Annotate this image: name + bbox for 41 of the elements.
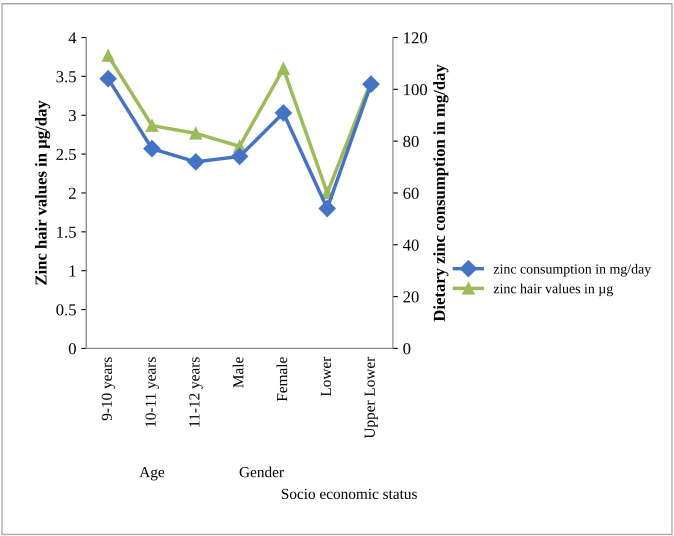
- y-tick-label: 3.5: [56, 71, 76, 82]
- x-tick-label: Male: [232, 357, 244, 388]
- point: [274, 104, 292, 122]
- text: Gender: [240, 466, 284, 478]
- point: [102, 49, 114, 62]
- x-tick-label: 9-10 years: [102, 357, 116, 420]
- x-tick-label: 11-12 years: [189, 357, 203, 427]
- point: [100, 70, 117, 88]
- point: [318, 200, 336, 218]
- y2-axis-title: Dietary zinc consumption in mg/day: [433, 64, 448, 322]
- legend-label: zinc hair values in µg: [494, 284, 613, 296]
- y2-tick-label: 120: [404, 32, 428, 44]
- x-tick-label: Lower: [320, 356, 332, 396]
- x-tick-label: Upper Lower: [364, 356, 378, 438]
- y2-tick-label: 80: [403, 136, 419, 148]
- y-tick-label: 3: [69, 110, 76, 122]
- y-tick-label: 0.5: [56, 304, 76, 316]
- y-tick-label: 2.5: [56, 148, 76, 160]
- y2-tick-label: 20: [403, 291, 419, 303]
- point: [362, 76, 380, 93]
- y-axis-title: Zinc hair values in µg/day: [34, 100, 50, 285]
- text: Socio economic status: [282, 488, 417, 500]
- y2-tick-label: 0: [403, 343, 410, 354]
- y-tick-label: 1.5: [57, 226, 76, 238]
- x-tick-label: Female: [276, 357, 288, 402]
- y-tick-label: 4: [68, 32, 76, 44]
- text: Age: [139, 467, 164, 480]
- y2-tick-label: 40: [402, 239, 419, 251]
- y-tick-label: 0: [68, 343, 76, 354]
- legend-label: zinc consumption in mg/day: [494, 264, 652, 277]
- y2-tick-label: 60: [403, 188, 419, 199]
- y-tick-label: 1: [70, 265, 76, 276]
- point: [277, 62, 290, 75]
- point: [143, 140, 161, 158]
- y2-tick-label: 100: [404, 84, 428, 96]
- point: [187, 153, 204, 170]
- point: [190, 127, 202, 140]
- point: [231, 148, 248, 165]
- y-tick-label: 2: [68, 188, 76, 199]
- point: [146, 119, 158, 132]
- x-tick-label: 10-11 years: [145, 357, 159, 427]
